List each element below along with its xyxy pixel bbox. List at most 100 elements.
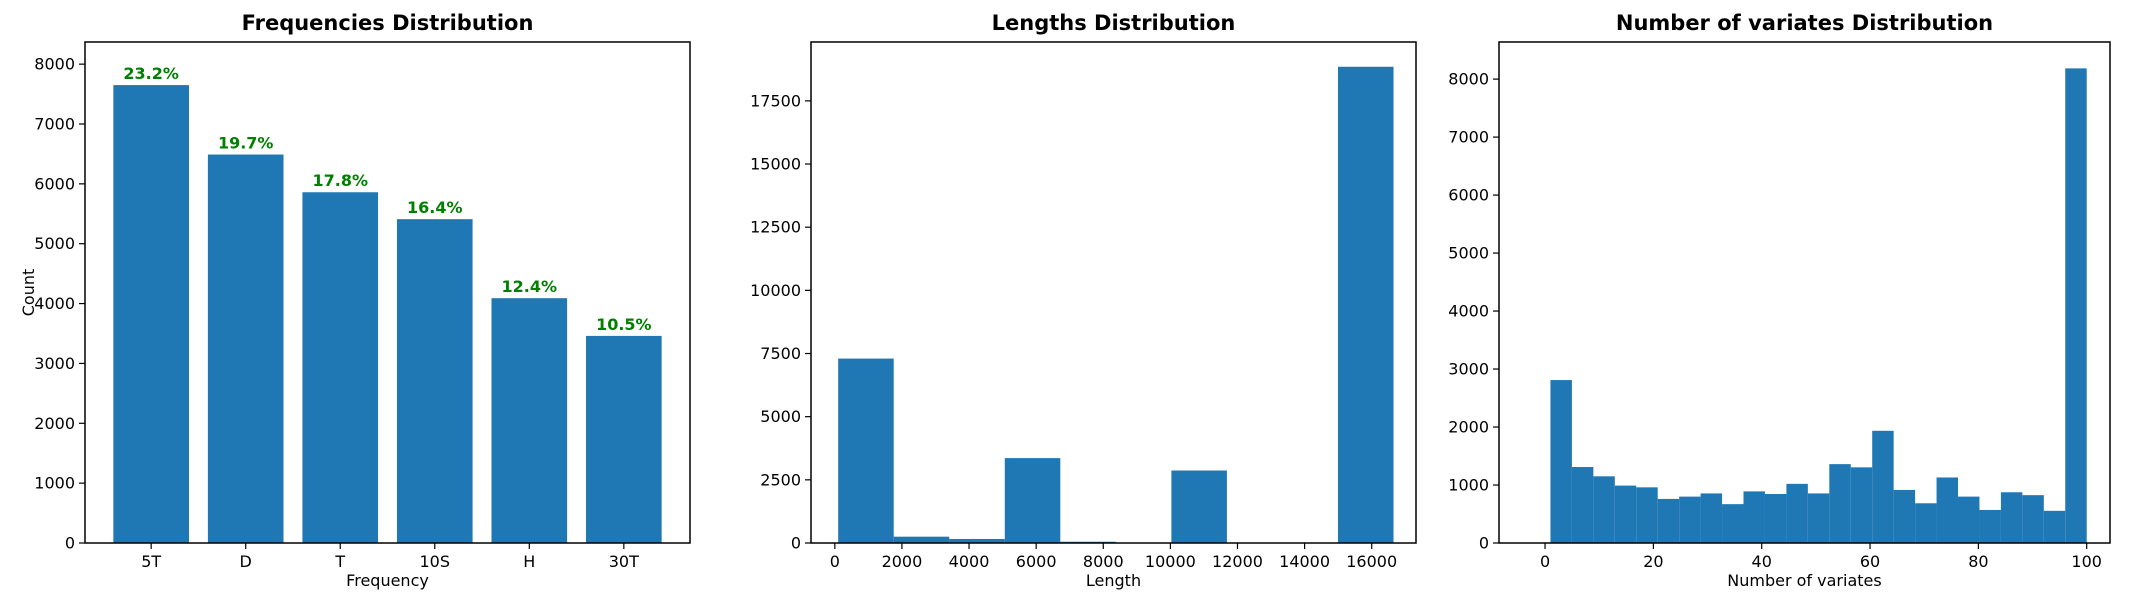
y-tick-label: 17500 [750,91,801,110]
y-tick-label: 0 [1479,534,1489,553]
axes-spines [810,41,1417,544]
histogram-bar [1004,458,1061,543]
x-tick-label: 16000 [1346,552,1397,571]
x-axis-label: Number of variates [1727,571,1881,590]
histogram-bar [1593,476,1615,543]
histogram-bar [1850,467,1873,543]
x-tick-label: H [523,552,535,571]
y-tick-label: 0 [65,534,75,553]
y-tick-label: 1000 [34,474,75,493]
y-tick-label: 15000 [750,155,801,174]
histogram-bar [1958,496,1980,543]
y-tick-label: 6000 [34,174,75,193]
histogram-bar [1722,504,1744,543]
y-tick-label: 7000 [34,115,75,134]
histogram-bar [1614,485,1637,543]
histogram-bar [1915,503,1937,543]
histogram-bar [1807,493,1830,543]
y-tick-label: 6000 [1448,186,1489,205]
histogram-bar [1872,430,1894,543]
y-axis-label: Count [19,269,38,317]
y-tick-label: 7500 [760,344,801,363]
histogram-bar [893,536,950,543]
histogram-bar [1743,491,1765,543]
histogram-bar [1700,493,1723,543]
y-tick-label: 5000 [34,234,75,253]
bar-percentage-label: 12.4% [502,277,558,296]
histogram-bar [1337,66,1394,543]
y-tick-label: 5000 [1448,244,1489,263]
histogram-bar [1936,477,1959,543]
bar-H [491,298,568,543]
axes-spines [84,41,691,544]
subplot-1: 0 2000 4000 6000 8000 10000 12000 14000 16000 0 25… [750,11,1417,590]
chart-title: Frequencies Distribution [242,11,534,35]
x-tick-label: T [334,552,345,571]
x-tick-label: 10000 [1145,552,1196,571]
histogram-bar [1829,464,1851,543]
bar-T [302,192,379,543]
bar-percentage-label: 17.8% [312,171,368,190]
x-tick-label: 20 [1643,552,1663,571]
histogram-bar [1786,483,1808,543]
bar-percentage-label: 19.7% [218,134,274,153]
histogram-bar [1679,496,1701,543]
y-tick-label: 4000 [34,294,75,313]
histogram-bar [949,538,1005,543]
histogram-bar [1893,489,1916,543]
x-tick-label: 5T [141,552,161,571]
bar-percentage-label: 16.4% [407,198,463,217]
x-tick-label: 40 [1752,552,1772,571]
y-tick-label: 3000 [34,354,75,373]
subplot-0: 23.2% 19.7% 17.8% 16.4% 12.4% 10.5% 5T D T 10S H 30… [19,11,691,590]
y-tick-label: 0 [791,534,801,553]
histogram-bar [1979,509,2001,543]
histogram-bar [1636,487,1658,543]
y-tick-label: 2500 [760,470,801,489]
x-tick-label: 4000 [949,552,990,571]
histogram-bar [1550,380,1572,543]
histogram-bar [2000,492,2023,543]
y-tick-label: 8000 [1448,70,1489,89]
x-tick-label: 80 [1968,552,1988,571]
x-tick-label: 6000 [1016,552,1057,571]
histogram-bar [1571,467,1594,543]
x-tick-label: 8000 [1083,552,1124,571]
x-tick-label: 0 [830,552,840,571]
bar-percentage-label: 10.5% [596,315,652,334]
y-tick-label: 5000 [760,407,801,426]
bar-5T [113,85,189,543]
histogram-bar [2043,510,2066,543]
y-tick-label: 3000 [1448,360,1489,379]
x-tick-label: 2000 [882,552,923,571]
x-tick-label: 12000 [1212,552,1263,571]
y-tick-label: 12500 [750,218,801,237]
histogram-bar [2022,495,2044,543]
chart-title: Number of variates Distribution [1616,11,1993,35]
x-axis-label: Length [1086,571,1141,590]
y-tick-label: 1000 [1448,476,1489,495]
bar-10S [396,219,473,543]
histogram-bar [1171,470,1227,543]
histogram-bar [838,358,894,543]
y-tick-label: 4000 [1448,302,1489,321]
bar-30T [586,335,662,543]
x-tick-label: 100 [2071,552,2102,571]
x-tick-label: 30T [609,552,639,571]
x-tick-label: D [240,552,252,571]
x-tick-label: 60 [1860,552,1880,571]
y-tick-label: 8000 [34,55,75,74]
y-tick-label: 10000 [750,281,801,300]
x-tick-label: 0 [1540,552,1550,571]
histogram-bar [2065,68,2087,544]
y-tick-label: 2000 [1448,418,1489,437]
axes-spines [1498,41,2111,544]
x-tick-label: 14000 [1279,552,1330,571]
histogram-bar [1764,494,1787,543]
chart-title: Lengths Distribution [992,11,1236,35]
y-tick-label: 2000 [34,414,75,433]
bar-percentage-label: 23.2% [123,64,179,83]
y-tick-label: 7000 [1448,128,1489,147]
